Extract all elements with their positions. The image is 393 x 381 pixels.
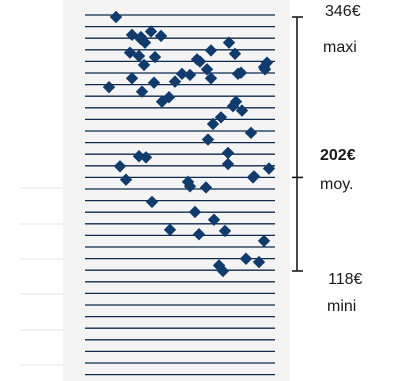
price-point xyxy=(125,72,139,85)
price-point xyxy=(145,195,159,209)
price-point xyxy=(132,150,146,163)
price-point xyxy=(123,46,137,59)
price-point xyxy=(221,157,235,171)
price-point xyxy=(119,173,133,186)
price-point xyxy=(183,68,197,82)
price-point xyxy=(155,95,169,108)
price-point xyxy=(154,29,168,43)
price-point xyxy=(216,264,230,278)
range-bracket xyxy=(292,16,303,272)
avg-price-label: 202€ xyxy=(320,147,356,164)
min-caption-label: mini xyxy=(327,298,357,315)
price-point xyxy=(235,104,249,117)
price-point xyxy=(231,67,245,81)
max-price-label: 346€ xyxy=(325,3,361,20)
price-point xyxy=(204,44,218,57)
price-point xyxy=(221,146,235,160)
plot-background xyxy=(63,0,290,381)
price-point xyxy=(183,180,197,193)
price-point xyxy=(228,47,242,60)
price-point xyxy=(135,85,149,98)
price-point xyxy=(132,49,146,63)
price-point xyxy=(137,58,151,72)
price-point xyxy=(244,126,258,140)
price-point xyxy=(214,111,228,124)
avg-caption-suffix: . xyxy=(349,176,354,193)
price-point xyxy=(207,213,221,226)
price-point xyxy=(188,205,202,219)
data-points xyxy=(102,10,276,278)
price-point xyxy=(193,55,207,68)
price-point xyxy=(257,234,271,248)
price-point xyxy=(252,255,266,269)
price-point xyxy=(139,151,153,164)
price-point xyxy=(212,259,226,272)
price-point xyxy=(134,33,148,46)
grid-lines xyxy=(20,14,275,376)
price-point xyxy=(199,181,213,194)
price-point xyxy=(147,76,161,89)
price-point xyxy=(262,162,276,175)
price-point xyxy=(200,63,214,76)
price-point xyxy=(138,36,152,49)
price-point xyxy=(163,223,177,236)
price-point xyxy=(258,63,272,76)
avg-caption-wrap: moy. xyxy=(320,176,354,194)
price-point xyxy=(201,133,215,146)
price-point xyxy=(206,117,220,131)
price-point xyxy=(148,50,162,64)
price-point xyxy=(109,10,123,24)
price-point xyxy=(222,36,236,49)
price-point xyxy=(102,80,116,94)
price-point xyxy=(181,175,195,189)
price-point xyxy=(204,72,218,85)
max-caption-label: maxi xyxy=(323,39,357,56)
plot-panel xyxy=(63,0,290,381)
price-point xyxy=(144,25,158,38)
price-point xyxy=(239,252,253,265)
price-point xyxy=(192,228,206,241)
price-point xyxy=(218,224,232,238)
price-point xyxy=(162,91,176,104)
price-point xyxy=(113,160,127,173)
price-point xyxy=(175,67,189,81)
price-point xyxy=(229,95,243,108)
min-price-label: 118€ xyxy=(328,271,363,288)
price-point xyxy=(246,171,260,184)
price-point xyxy=(168,75,182,88)
avg-caption-label: moy xyxy=(320,176,350,193)
price-point xyxy=(125,28,139,42)
price-point xyxy=(226,99,240,113)
